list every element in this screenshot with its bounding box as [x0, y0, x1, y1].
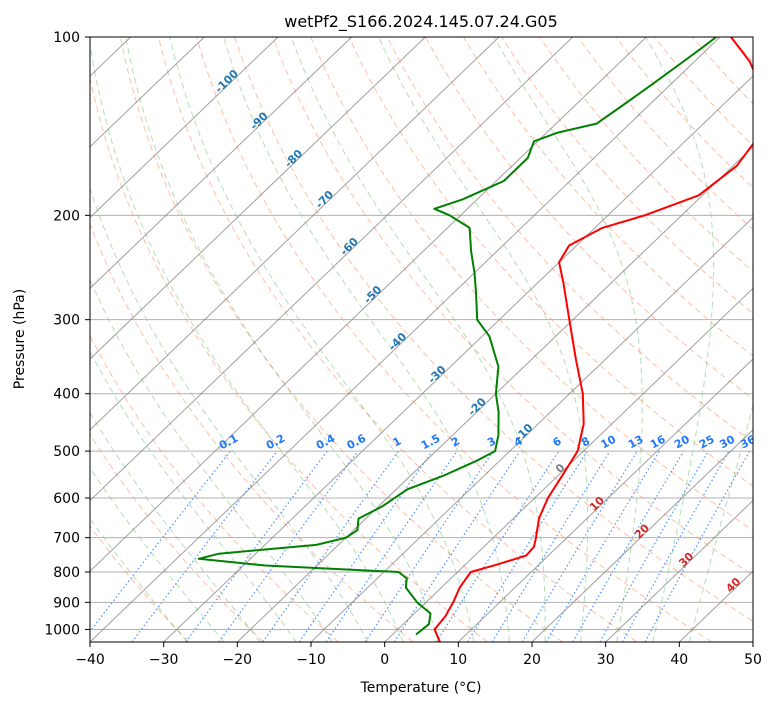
temperature-profile-line: [433, 37, 753, 642]
x-tick-label: −20: [223, 652, 253, 668]
isotherm-gridline: [384, 287, 753, 642]
isotherm-gridline: [90, 37, 500, 431]
dry-adiabat-line: [90, 334, 339, 642]
isotherm-gridline: [90, 37, 279, 219]
dry-adiabat-line: [157, 37, 638, 642]
mixing-ratio-label: 13: [626, 433, 646, 452]
mixing-ratio-line: [491, 450, 611, 642]
moist-adiabat-line: [90, 350, 297, 642]
mixing-ratio-line: [325, 450, 458, 642]
x-axis-title: Temperature (°C): [360, 680, 482, 696]
y-axis-ticks: 100 200 300 400 500 600 700 800 900 1000: [44, 30, 90, 638]
mixing-ratio-label: 20: [672, 433, 692, 452]
moist-adiabat-line: [90, 411, 261, 642]
y-tick-label: 600: [53, 491, 80, 507]
dry-adiabat-line: [90, 76, 488, 642]
moist-adiabat-line: [90, 466, 225, 642]
mixing-ratio-line: [435, 450, 560, 642]
x-axis-ticks: −40 −30 −20 −10 0 10 20 30 40 50: [75, 642, 762, 668]
mixing-ratio-line: [621, 450, 730, 642]
plot-frame: [89, 36, 754, 643]
mixing-ratio-line: [393, 450, 521, 642]
x-tick-label: 20: [523, 652, 541, 668]
mixing-ratio-label: 16: [648, 433, 668, 452]
moist-adiabat-line: [90, 187, 369, 642]
y-tick-label: 800: [53, 565, 80, 581]
isotherm-gridline: [605, 499, 753, 642]
y-tick-label: 100: [53, 30, 80, 46]
y-tick-label: 1000: [44, 622, 80, 638]
x-tick-label: 50: [744, 652, 762, 668]
x-tick-label: 10: [449, 652, 467, 668]
moist-adiabat-line: [90, 40, 404, 642]
dry-adiabat-line: [196, 37, 712, 642]
isotherm-gridline: [310, 216, 753, 642]
moist-adiabat-line: [688, 403, 753, 642]
isotherm-gridline: [90, 37, 205, 148]
y-tick-label: 300: [53, 313, 80, 329]
mixing-ratio-label: 36: [738, 433, 758, 452]
moist-adiabat-line: [90, 278, 333, 642]
sounding-profiles: [197, 37, 753, 642]
mixing-ratio-label: 25: [697, 433, 717, 452]
x-tick-label: 30: [597, 652, 615, 668]
isotherm-gridline: [163, 75, 753, 642]
y-tick-label: 500: [53, 444, 80, 460]
isotherm-gridline: [531, 429, 753, 642]
mixing-ratio-line: [262, 450, 400, 642]
isotherm-gridline: [90, 37, 574, 502]
x-tick-label: −10: [296, 652, 326, 668]
chart-title: wetPf2_S166.2024.145.07.24.G05: [284, 12, 558, 32]
x-tick-label: −30: [149, 652, 179, 668]
y-tick-label: 400: [53, 387, 80, 403]
moist-adiabat-line: [645, 37, 715, 642]
isotherm-gridline: [90, 37, 426, 360]
mixing-ratio-line: [298, 450, 433, 642]
isotherm-gridline: [90, 37, 353, 290]
dry-adiabat-line: [119, 37, 563, 642]
x-tick-label: −40: [75, 652, 105, 668]
mixing-ratio-line: [218, 450, 359, 642]
dewpoint-profile-line: [197, 37, 717, 636]
mixing-ratio-label: 30: [717, 433, 737, 452]
isotherm-gridline: [90, 37, 721, 642]
y-tick-label: 700: [53, 531, 80, 547]
moist-adiabat-line: [169, 37, 475, 642]
y-tick-label: 200: [53, 208, 80, 224]
x-tick-label: 40: [670, 652, 688, 668]
isotherm-gridlines: [90, 37, 753, 642]
y-axis-title: Pressure (hPa): [12, 289, 28, 389]
moist-adiabat-line: [125, 37, 439, 642]
moist-adiabat-line: [290, 37, 546, 642]
y-tick-label: 900: [53, 595, 80, 611]
moist-adiabat-line: [90, 517, 188, 642]
isotherm-gridline: [236, 146, 753, 642]
moist-adiabats: [90, 37, 753, 642]
mixing-ratio-line: [364, 450, 494, 642]
mixing-ratio-line: [599, 450, 709, 642]
x-tick-label: 0: [380, 652, 389, 668]
isotherm-gridline: [457, 358, 753, 642]
moist-adiabat-line: [223, 37, 510, 642]
moist-adiabat-line: [378, 37, 589, 642]
mixing-ratio-label: 10: [599, 433, 619, 452]
mixing-ratio-line: [521, 450, 638, 642]
